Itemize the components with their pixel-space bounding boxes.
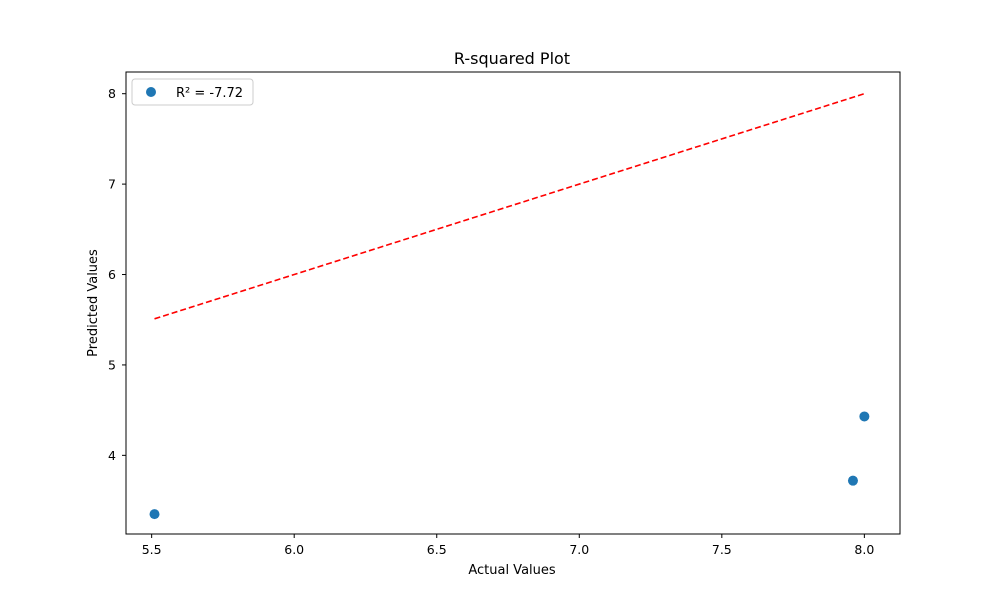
chart-title: R-squared Plot (454, 49, 570, 68)
x-tick-label: 6.0 (284, 542, 304, 557)
y-tick-label: 5 (108, 357, 116, 372)
x-tick-label: 7.0 (569, 542, 589, 557)
y-tick-label: 7 (108, 177, 116, 192)
plot-area (125, 71, 901, 535)
y-tick-label: 6 (108, 267, 116, 282)
reference-line (154, 92, 865, 320)
y-axis-label: Predicted Values (86, 249, 101, 357)
x-tick-label: 7.5 (712, 542, 732, 557)
legend-marker (146, 87, 156, 97)
legend-label: R² = -7.72 (176, 86, 243, 101)
plot-frame (125, 71, 901, 535)
y-axis: 4 5 6 7 8 (108, 86, 126, 463)
legend-frame (131, 78, 254, 106)
x-tick-label: 8.0 (854, 542, 874, 557)
x-axis-label: Actual Values (468, 563, 556, 578)
data-point (149, 509, 160, 520)
y-tick-label: 4 (108, 448, 116, 463)
data-point (847, 475, 858, 486)
x-tick-label: 6.5 (427, 542, 447, 557)
data-point (859, 411, 870, 422)
x-tick-label: 5.5 (142, 542, 162, 557)
y-tick-label: 8 (108, 86, 116, 101)
x-axis: 5.5 6.0 6.5 7.0 7.5 8.0 (142, 534, 874, 557)
legend: R² = -7.72 (131, 78, 254, 106)
